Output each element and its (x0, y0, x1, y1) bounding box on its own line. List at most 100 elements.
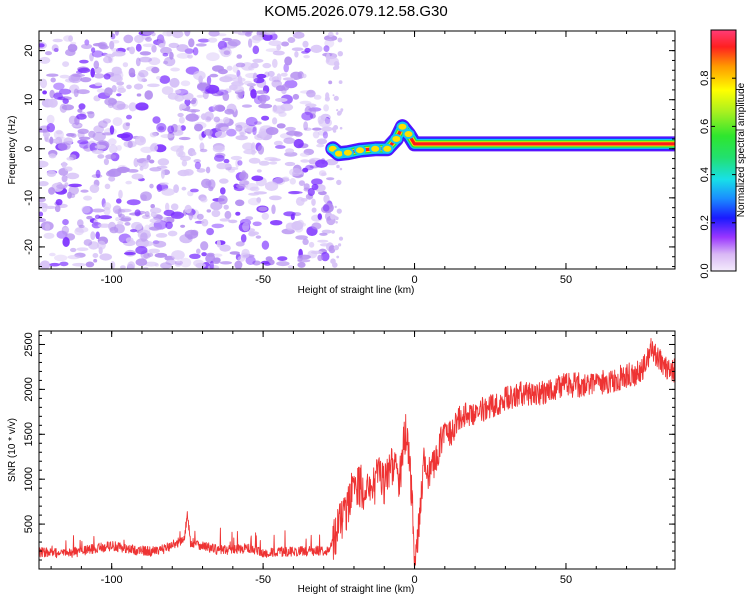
spectrogram-noise-blob (71, 123, 82, 127)
spectrogram-noise-blob (220, 126, 230, 131)
spectrogram-noise-blob (219, 261, 232, 265)
spectrogram-noise-blob (295, 196, 305, 206)
spectrogram-noise-blob (160, 134, 175, 139)
spectrogram-noise-blob (283, 137, 296, 144)
spectrogram-noise-blob (333, 61, 340, 67)
spectrogram-noise-blob (336, 208, 342, 214)
spectrogram-noise-blob (223, 116, 230, 124)
spectrogram-noise-blob (131, 221, 143, 231)
spectrogram-noise-blob (224, 108, 235, 115)
spectrogram-noise-blob (260, 260, 270, 265)
spectrogram-noise-blob (61, 175, 68, 183)
spectrogram-noise-blob (212, 145, 225, 153)
spectrogram-noise-blob (200, 197, 208, 203)
spectrogram-noise-blob (67, 43, 78, 53)
spectrogram-noise-blob (245, 216, 254, 221)
spectrogram-noise-blob (39, 197, 46, 203)
spectrogram-noise-blob (235, 135, 248, 141)
spectrogram-noise-blob (272, 50, 285, 56)
spectrogram-noise-blob (235, 124, 243, 132)
spectrogram-noise-blob (308, 241, 315, 248)
snr-x-tick-label: 50 (560, 574, 572, 586)
spectrogram-noise-blob (188, 211, 193, 221)
spectrogram-noise-blob (270, 220, 283, 226)
spectrogram-noise-blob (77, 139, 89, 145)
spectrogram-noise-blob (240, 252, 250, 259)
spectrogram-noise-blob (39, 43, 45, 48)
spectrogram-noise-blob (111, 48, 119, 52)
spectrogram-noise-blob (295, 235, 308, 240)
spectrogram-noise-blob (248, 157, 261, 164)
spectrogram-noise-blob (210, 201, 223, 211)
spectrogram-noise-blob (292, 93, 300, 100)
spectrogram-noise-blob (196, 94, 204, 98)
spectrogram-noise-blob (49, 262, 60, 267)
spectrogram-noise-blob (104, 183, 111, 190)
spectrogram-noise-blob (322, 204, 330, 212)
spectrogram-noise-blob (332, 262, 338, 268)
spectrogram-noise-blob (137, 72, 145, 82)
spectrogram-noise-blob (340, 110, 343, 113)
spectrogram-noise-blob (227, 39, 241, 47)
spectrogram-x-ticks: -100 -50 0 50 (50, 31, 658, 286)
spectrogram-noise-blob (125, 122, 131, 127)
spectrogram-noise-blob (316, 143, 325, 148)
spectrogram-noise-blob (230, 155, 243, 161)
spectrogram-noise-blob (303, 121, 308, 131)
spectrogram-noise-blob (209, 73, 219, 78)
spectrogram-noise-blob (79, 59, 89, 64)
spectrogram-noise-blob (114, 31, 119, 36)
spectrogram-noise-blob (94, 82, 103, 87)
spectrogram-noise-blob (321, 229, 333, 234)
spectrogram-noise-blob (335, 221, 338, 224)
spectrogram-noise-blob (90, 231, 96, 241)
spectrogram-y-ticks: -20 -10 0 10 20 (23, 30, 675, 268)
spectrogram-noise-blob (242, 222, 250, 232)
spectrogram-noise-blob (57, 142, 71, 151)
spectrogram-noise-blob (54, 205, 61, 213)
spectrogram-noise-blob (238, 93, 244, 99)
spectrogram-noise-blob (126, 199, 141, 206)
spectrogram-noise-blob (281, 84, 290, 91)
spectrogram-noise-blob (49, 136, 54, 145)
spectrogram-noise-blob (219, 178, 229, 184)
ridge-node (396, 121, 409, 132)
spectrogram-noise-blob (116, 93, 122, 97)
spectrogram-noise-blob (119, 208, 132, 213)
spectrogram-noise-blob (44, 223, 51, 231)
spectrogram-noise-blob (92, 131, 106, 142)
spectrogram-noise-blob (62, 219, 69, 226)
spectrogram-noise-blob (120, 132, 133, 142)
spectrogram-noise-blob (168, 42, 180, 49)
spectrogram-noise-blob (89, 184, 100, 194)
spectrogram-noise-blob (252, 45, 260, 55)
spectrogram-noise-blob (320, 251, 330, 262)
spectrogram-noise-blob (235, 62, 246, 68)
spectrogram-noise-blob (234, 260, 243, 269)
spectrogram-noise-blob (129, 46, 135, 55)
spectrogram-noise-blob (48, 187, 56, 195)
spectrogram-noise-blob (148, 248, 161, 254)
spectrogram-noise-blob (208, 31, 220, 37)
spectrogram-noise-blob (77, 67, 91, 74)
snr-x-label: Height of straight line (km) (298, 584, 415, 595)
spectrogram-noise-blob (179, 145, 184, 149)
spectrogram-noise-blob (285, 148, 295, 154)
spectrogram-noise-blob (141, 240, 154, 247)
spectrogram-noise-blob (127, 169, 139, 173)
spectrogram-noise-blob (196, 168, 206, 173)
spectrogram-noise-blob (78, 136, 91, 140)
spectrogram-noise-blob (337, 37, 343, 43)
spectrogram-noise-blob (252, 58, 264, 63)
spectrogram-noise-blob (276, 123, 286, 129)
spectrogram-noise-blob (61, 161, 67, 169)
ridge-node (354, 145, 367, 156)
spectrogram-noise-blob (53, 82, 65, 91)
spectrogram-noise-blob (122, 62, 129, 68)
spectrogram-noise-blob (197, 38, 210, 43)
spectrogram-noise-blob (251, 175, 264, 182)
spectrogram-noise-blob (174, 94, 185, 102)
spectrogram-noise-blob (311, 222, 322, 230)
spectrogram-noise-blob (291, 47, 304, 51)
spectrogram-noise-blob (126, 114, 132, 120)
